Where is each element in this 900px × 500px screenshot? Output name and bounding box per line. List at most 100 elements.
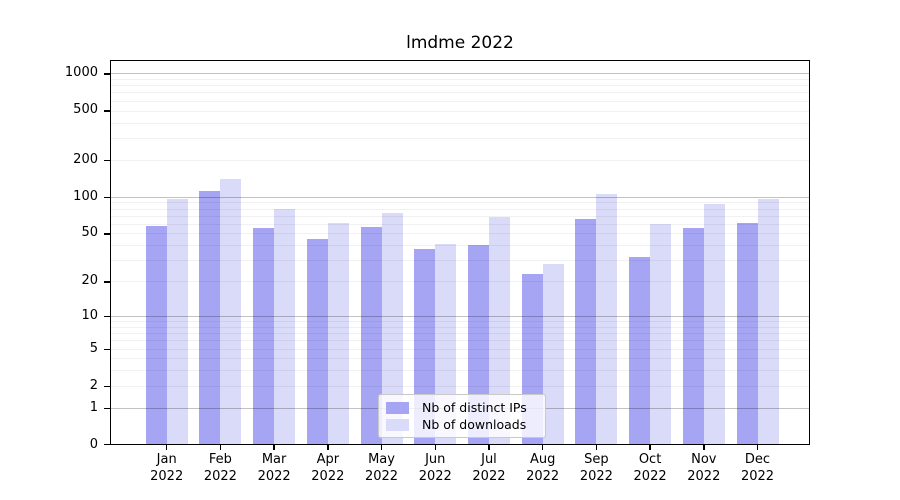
x-tick-label: Nov 2022: [672, 452, 736, 485]
x-tick: [327, 445, 329, 450]
x-tick-year: 2022: [311, 468, 345, 484]
gridline-minor: [110, 215, 810, 217]
gridline-minor: [110, 137, 810, 139]
x-tick-month: Nov: [691, 452, 717, 467]
gridline-minor: [110, 208, 810, 210]
bar-downloads: [220, 179, 242, 445]
x-tick-month: Mar: [261, 452, 287, 467]
x-tick-year: 2022: [740, 468, 775, 484]
bar-downloads: [703, 204, 725, 445]
x-tick: [380, 445, 383, 450]
y-tick-label: 0: [89, 437, 98, 452]
bar-downloads: [542, 263, 564, 445]
gridline-minor: [110, 202, 810, 204]
x-tick-month: Feb: [208, 452, 232, 467]
gridline-minor: [110, 281, 810, 283]
legend-swatch-downloads: [386, 418, 409, 431]
plot-area: 0 1 2 5 10 20 50 100 200 500 1000 Jan 2022 Feb 2022 Mar…: [65, 60, 810, 484]
y-tick-label: 100: [73, 188, 98, 204]
x-tick-year: 2022: [526, 468, 560, 484]
gridline-minor: [110, 260, 810, 262]
gridline-major: [110, 316, 810, 317]
y-tick-label: 10: [81, 307, 98, 323]
x-tick-year: 2022: [579, 468, 613, 484]
gridline-minor: [110, 92, 810, 94]
x-tick: [488, 445, 490, 450]
x-tick: [219, 445, 222, 450]
bar-distinct-ips: [629, 256, 651, 445]
x-tick: [434, 445, 436, 450]
x-tick-year: 2022: [633, 468, 667, 484]
bar-downloads: [650, 223, 672, 445]
legend-label-distinct-ips: Nb of distinct IPs: [422, 400, 527, 415]
x-tick-label: Apr 2022: [296, 452, 360, 485]
y-tick: [104, 315, 110, 318]
bar-distinct-ips: [575, 218, 597, 445]
y-tick-label: 1: [89, 399, 98, 415]
x-tick-month: Apr: [316, 452, 340, 467]
gridline-minor: [110, 326, 810, 328]
x-tick-label: Jul 2022: [457, 452, 521, 485]
gridline-minor: [110, 358, 810, 360]
gridline-minor: [110, 223, 810, 225]
gridline-minor: [110, 233, 810, 235]
x-tick-label: Dec 2022: [726, 452, 790, 485]
gridline-major: [110, 73, 810, 75]
x-tick-year: 2022: [472, 468, 506, 484]
x-tick-year: 2022: [150, 468, 184, 484]
y-tick-label: 5: [89, 340, 98, 356]
bar-downloads: [327, 222, 349, 445]
x-tick-year: 2022: [257, 468, 291, 484]
legend: Nb of distinct IPs Nb of downloads: [378, 394, 546, 438]
x-tick-month: Jan: [156, 452, 177, 467]
y-tick-label: 200: [73, 151, 98, 167]
bar-distinct-ips: [360, 227, 382, 445]
x-tick-label: Sep 2022: [564, 452, 628, 485]
y-tick-label: 2: [89, 377, 98, 393]
x-tick-label: Oct 2022: [618, 452, 682, 485]
bar-distinct-ips: [253, 228, 275, 445]
x-tick: [703, 445, 705, 450]
legend-swatch-distinct-ips: [386, 401, 409, 414]
y-tick-label: 50: [81, 225, 98, 241]
bar-downloads: [596, 194, 618, 445]
gridline-minor: [110, 333, 810, 335]
bar-downloads: [166, 199, 188, 445]
x-tick: [165, 445, 168, 450]
gridline-minor: [110, 78, 810, 80]
gridline-minor: [110, 321, 810, 323]
y-tick: [104, 281, 110, 283]
x-tick-month: May: [368, 452, 395, 467]
gridline-minor: [110, 370, 810, 372]
y-tick: [104, 385, 110, 388]
x-tick-year: 2022: [418, 468, 452, 484]
y-tick: [104, 73, 110, 75]
y-tick-label: 20: [81, 273, 98, 289]
bar-distinct-ips: [682, 228, 704, 445]
gridline-major: [110, 196, 810, 198]
gridline-minor: [110, 348, 810, 350]
x-tick-month: Jul: [481, 452, 497, 467]
y-tick: [104, 348, 110, 351]
bar-distinct-ips: [145, 225, 167, 445]
gridline-minor: [110, 85, 810, 87]
x-tick-label: May 2022: [350, 452, 414, 485]
x-tick-month: Aug: [529, 452, 556, 467]
bar-distinct-ips: [306, 238, 328, 445]
x-tick-label: Mar 2022: [242, 452, 306, 485]
y-tick: [104, 110, 110, 112]
x-tick-month: Sep: [584, 452, 609, 467]
bar-downloads: [488, 217, 510, 445]
legend-label-downloads: Nb of downloads: [422, 417, 527, 432]
x-tick: [541, 445, 544, 450]
x-tick-month: Oct: [638, 452, 662, 467]
gridline-minor: [110, 110, 810, 112]
gridline-minor: [110, 122, 810, 124]
x-tick-label: Jun 2022: [403, 452, 467, 485]
x-tick-label: Feb 2022: [188, 452, 252, 485]
x-tick-year: 2022: [203, 468, 237, 484]
y-tick-label: 500: [73, 102, 98, 118]
gridline-minor: [110, 385, 810, 387]
x-tick: [595, 445, 598, 450]
